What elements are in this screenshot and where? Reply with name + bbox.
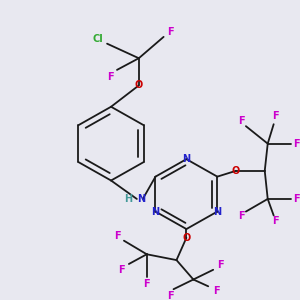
- Text: F: F: [272, 216, 279, 226]
- Text: F: F: [238, 116, 244, 126]
- Text: F: F: [167, 291, 174, 300]
- Text: F: F: [272, 112, 279, 122]
- Text: F: F: [213, 286, 220, 296]
- Text: N: N: [137, 194, 145, 204]
- Text: N: N: [152, 207, 160, 217]
- Text: F: F: [217, 260, 224, 270]
- Text: F: F: [143, 279, 150, 290]
- Text: F: F: [293, 194, 300, 204]
- Text: F: F: [167, 27, 174, 37]
- Text: N: N: [213, 207, 221, 217]
- Text: F: F: [238, 212, 244, 221]
- Text: O: O: [135, 80, 143, 90]
- Text: F: F: [114, 231, 120, 241]
- Text: Cl: Cl: [93, 34, 104, 44]
- Text: O: O: [182, 233, 190, 243]
- Text: F: F: [107, 72, 113, 82]
- Text: F: F: [293, 139, 300, 148]
- Text: N: N: [182, 154, 190, 164]
- Text: O: O: [232, 166, 240, 176]
- Text: H: H: [124, 194, 132, 204]
- Text: F: F: [118, 265, 124, 275]
